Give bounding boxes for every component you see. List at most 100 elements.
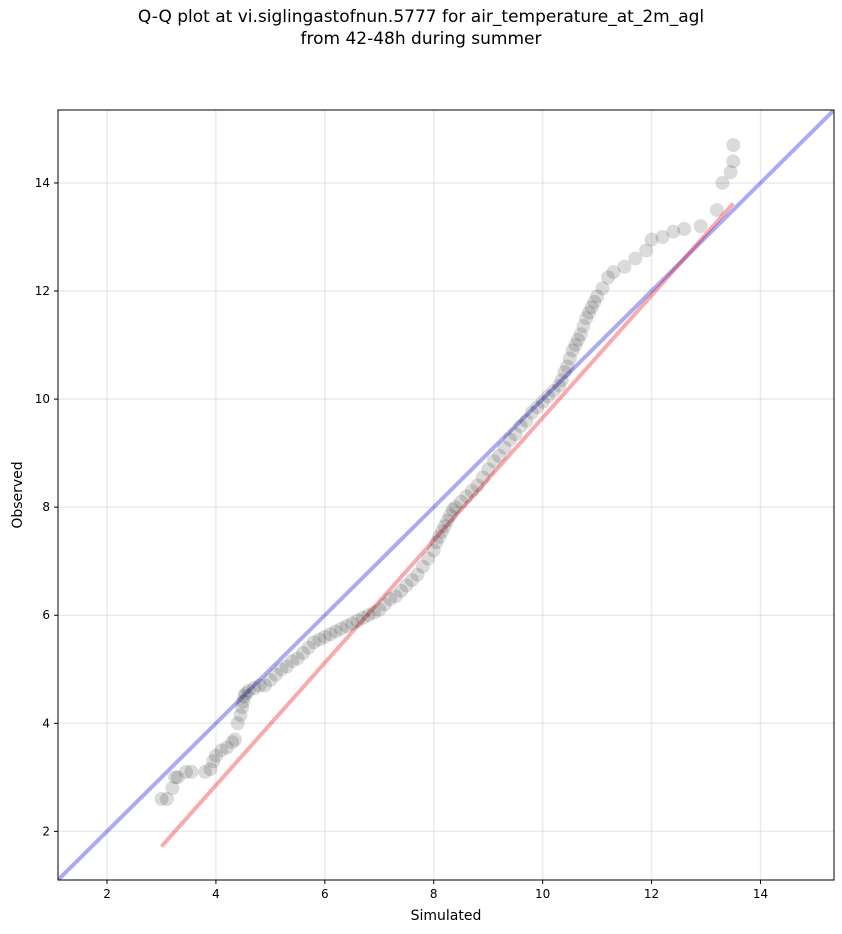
- data-point: [535, 394, 550, 409]
- x-axis-label: Simulated: [411, 908, 482, 924]
- data-point: [677, 221, 692, 236]
- data-point: [617, 259, 632, 274]
- y-tick-label: 8: [42, 500, 50, 514]
- data-point: [434, 524, 449, 539]
- data-point: [170, 770, 185, 785]
- data-point: [388, 589, 403, 604]
- x-tick-label: 2: [103, 887, 111, 901]
- data-point: [557, 365, 572, 380]
- data-point: [726, 154, 741, 169]
- data-point: [448, 500, 463, 515]
- data-point: [492, 448, 507, 463]
- data-point: [247, 681, 262, 696]
- data-point: [350, 613, 365, 628]
- data-point: [551, 378, 566, 393]
- data-point: [154, 791, 169, 806]
- data-point: [606, 265, 621, 280]
- data-point: [230, 716, 245, 731]
- data-point: [541, 389, 556, 404]
- data-point: [279, 659, 294, 674]
- data-point: [475, 470, 490, 485]
- data-point: [377, 597, 392, 612]
- y-tick-label: 12: [35, 284, 50, 298]
- data-point: [236, 694, 251, 709]
- data-point: [595, 281, 610, 296]
- y-axis-label: Observed: [10, 461, 26, 528]
- data-point: [404, 573, 419, 588]
- data-point: [394, 583, 409, 598]
- data-point: [554, 373, 569, 388]
- data-point: [546, 383, 561, 398]
- data-point: [443, 508, 458, 523]
- data-point: [399, 578, 414, 593]
- y-tick-label: 4: [42, 716, 50, 730]
- data-point: [513, 419, 528, 434]
- data-point: [584, 300, 599, 315]
- x-tick-label: 4: [212, 887, 220, 901]
- data-point: [328, 624, 343, 639]
- data-point: [198, 764, 213, 779]
- data-point: [628, 251, 643, 266]
- data-point: [241, 683, 256, 698]
- data-point: [568, 338, 583, 353]
- data-point: [159, 791, 174, 806]
- data-point: [383, 592, 398, 607]
- data-point: [410, 567, 425, 582]
- data-point: [339, 619, 354, 634]
- data-point: [323, 627, 338, 642]
- x-tick-label: 12: [644, 887, 659, 901]
- data-point: [227, 732, 242, 747]
- data-point: [355, 610, 370, 625]
- identity-line: [58, 110, 834, 880]
- x-tick-label: 6: [321, 887, 329, 901]
- data-point: [576, 319, 591, 334]
- y-tick-label: 10: [35, 392, 50, 406]
- data-point: [268, 667, 283, 682]
- data-point: [219, 740, 234, 755]
- data-point: [208, 748, 223, 763]
- data-point: [225, 735, 240, 750]
- x-tick-label: 8: [430, 887, 438, 901]
- data-point: [285, 654, 300, 669]
- data-point: [655, 229, 670, 244]
- data-point: [560, 359, 575, 374]
- data-point: [453, 494, 468, 509]
- data-point: [421, 551, 436, 566]
- data-point: [644, 232, 659, 247]
- data-point: [573, 327, 588, 342]
- data-point: [366, 605, 381, 620]
- data-point: [530, 400, 545, 415]
- data-point: [263, 673, 278, 688]
- data-point: [723, 165, 738, 180]
- x-tick-label: 10: [535, 887, 550, 901]
- y-tick-label: 14: [35, 176, 50, 190]
- data-point: [206, 754, 221, 769]
- data-point: [345, 616, 360, 631]
- data-point: [581, 305, 596, 320]
- data-point: [290, 651, 305, 666]
- data-point: [415, 559, 430, 574]
- data-point: [565, 343, 580, 358]
- data-point: [372, 602, 387, 617]
- grid: [58, 110, 834, 880]
- data-point: [233, 708, 248, 723]
- data-point: [590, 289, 605, 304]
- data-point: [252, 678, 267, 693]
- data-point: [666, 224, 681, 239]
- data-point: [296, 646, 311, 661]
- data-point: [178, 764, 193, 779]
- x-tick-label: 14: [753, 887, 768, 901]
- data-point: [429, 535, 444, 550]
- chart-title: Q-Q plot at vi.siglingastofnun.5777 for …: [0, 6, 842, 50]
- data-point: [726, 138, 741, 153]
- data-point: [715, 175, 730, 190]
- data-point: [571, 332, 586, 347]
- data-point: [274, 662, 289, 677]
- y-tick-label: 2: [42, 824, 50, 838]
- y-axis-ticks: 2 4 6 8 10 12 14: [35, 176, 58, 838]
- data-point: [317, 629, 332, 644]
- plot-frame: [57, 109, 835, 881]
- data-point: [440, 513, 455, 528]
- data-point: [432, 529, 447, 544]
